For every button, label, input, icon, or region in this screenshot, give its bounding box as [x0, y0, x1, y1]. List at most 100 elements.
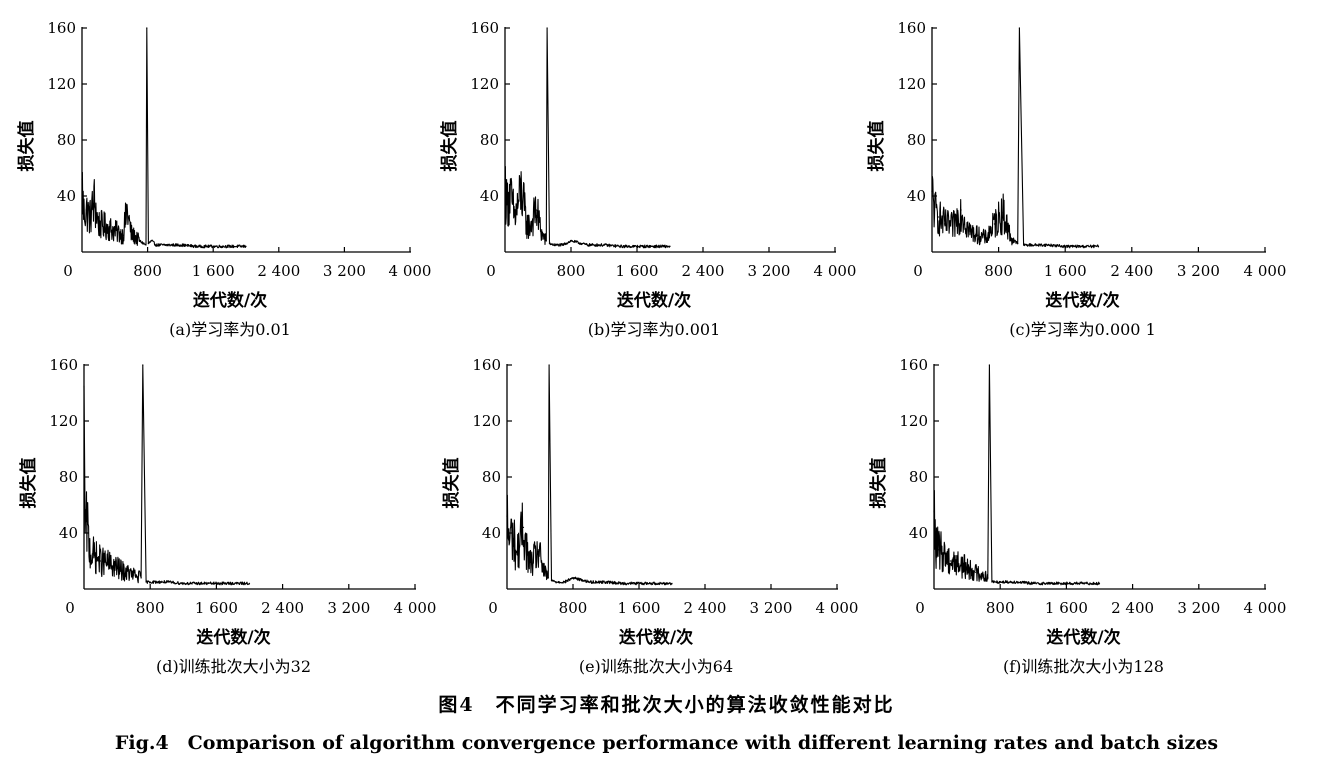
data-point-a	[147, 243, 149, 245]
chart-caption-b: (b)学习率为0.001	[588, 320, 721, 339]
y-tick-label-d: 40	[59, 524, 78, 542]
data-point-e	[671, 582, 673, 585]
data-point-a	[145, 244, 147, 246]
data-point-f	[933, 511, 935, 513]
data-point-a	[163, 244, 165, 246]
data-point-a	[130, 233, 132, 235]
data-point-a	[81, 178, 83, 180]
data-point-b	[619, 245, 622, 247]
x-tick-label-d: 2 400	[261, 599, 304, 617]
y-tick-label-f: 80	[909, 468, 928, 486]
y-axis-label-e: 损失值	[441, 458, 462, 509]
data-point-a	[93, 201, 95, 203]
data-point-c	[943, 223, 946, 225]
data-point-e	[547, 577, 549, 579]
chart-f: 0 800 1 600 2 400 3 200 4 000 40 80 120 160 损失值迭代数…	[868, 356, 1286, 676]
x-tick-label-d: 800	[136, 599, 165, 617]
x-tick-label-a: 800	[133, 262, 162, 280]
data-point-d	[215, 582, 217, 585]
chart-e: 0 800 1 600 2 400 3 200 4 000 40 80 120 160 损失值迭代数…	[441, 356, 858, 676]
x-axis-label-c: 迭代数/次	[1045, 290, 1119, 311]
data-point-b	[541, 234, 543, 236]
x-axis-label-e: 迭代数/次	[619, 627, 693, 648]
y-tick-label-f: 160	[899, 356, 928, 374]
data-point-c	[1018, 27, 1021, 29]
data-point-a	[179, 244, 181, 246]
x-tick-label-a: 2 400	[257, 262, 300, 280]
data-point-d	[84, 532, 86, 534]
x-tick-label-c: 4 000	[1244, 262, 1287, 280]
data-point-b	[546, 27, 548, 29]
x-tick-label-e: 0	[488, 599, 498, 617]
chart-b: 0 800 1 600 2 400 3 200 4 000 40 80 120 160 损失值迭代数…	[439, 19, 856, 339]
x-axis-label-d: 迭代数/次	[196, 627, 270, 648]
data-point-a	[138, 240, 140, 242]
data-point-b	[545, 240, 547, 242]
x-tick-label-a: 1 600	[192, 262, 235, 280]
figure-title-english: Fig.4 Comparison of algorithm convergenc…	[114, 732, 1219, 754]
data-point-e	[550, 580, 553, 582]
data-point-b	[570, 240, 572, 242]
data-point-c	[933, 209, 936, 211]
x-tick-label-e: 2 400	[684, 599, 727, 617]
data-point-b	[529, 226, 531, 228]
data-point-c	[1064, 245, 1066, 247]
chart-caption-d: (d)训练批次大小为32	[156, 657, 311, 676]
data-point-a	[83, 212, 85, 214]
x-axis-label-a: 迭代数/次	[193, 290, 267, 311]
data-point-d	[248, 582, 251, 585]
data-point-a	[229, 245, 231, 247]
chart-caption-e: (e)训练批次大小为64	[579, 657, 733, 676]
data-point-e	[511, 532, 513, 534]
x-tick-label-e: 3 200	[750, 599, 793, 617]
data-point-c	[985, 237, 987, 239]
data-point-c	[931, 191, 933, 193]
data-point-a	[126, 209, 128, 211]
data-point-a	[151, 240, 153, 242]
data-point-d	[83, 385, 85, 387]
y-tick-label-b: 40	[480, 187, 499, 205]
data-point-c	[993, 223, 996, 225]
data-point-c	[938, 216, 940, 218]
data-point-f	[938, 549, 940, 551]
chart-d: 0 800 1 600 2 400 3 200 4 000 40 80 120 160 损失值迭代数…	[18, 356, 436, 676]
x-tick-label-a: 0	[63, 262, 73, 280]
y-tick-label-e: 160	[472, 356, 501, 374]
loss-line-e	[506, 364, 673, 586]
data-point-d	[182, 582, 184, 585]
data-point-b	[586, 244, 589, 246]
data-point-d	[133, 574, 135, 576]
x-tick-label-f: 800	[986, 599, 1015, 617]
y-tick-label-b: 120	[470, 75, 499, 93]
x-tick-label-c: 3 200	[1177, 262, 1220, 280]
data-point-e	[605, 581, 607, 583]
y-tick-label-e: 80	[482, 468, 501, 486]
data-point-b	[603, 244, 605, 246]
data-point-b	[548, 243, 551, 245]
data-point-b	[535, 209, 538, 211]
x-tick-label-b: 0	[486, 262, 496, 280]
data-point-d	[232, 582, 234, 585]
data-point-b	[553, 244, 556, 246]
y-tick-label-c: 160	[897, 19, 926, 37]
x-tick-label-f: 4 000	[1244, 599, 1287, 617]
data-point-f	[943, 553, 945, 555]
y-tick-label-c: 40	[907, 187, 926, 205]
data-point-f	[949, 560, 952, 562]
y-tick-label-e: 120	[472, 412, 501, 430]
data-point-b	[514, 216, 516, 218]
data-point-a	[122, 234, 124, 236]
y-axis-label-f: 损失值	[868, 458, 889, 509]
convergence-figure: 0 800 1 600 2 400 3 200 4 0004080120160损失值迭代数…	[16, 19, 1287, 676]
x-tick-label-d: 3 200	[327, 599, 370, 617]
data-point-e	[564, 581, 566, 583]
y-axis-label-a: 损失值	[16, 121, 37, 172]
data-point-e	[621, 582, 624, 585]
data-point-d	[91, 553, 93, 555]
x-tick-label-e: 4 000	[816, 599, 859, 617]
data-point-e	[506, 515, 508, 517]
data-point-e	[588, 581, 591, 583]
data-point-b	[520, 189, 523, 191]
data-point-e	[531, 563, 533, 565]
x-tick-label-b: 1 600	[616, 262, 659, 280]
